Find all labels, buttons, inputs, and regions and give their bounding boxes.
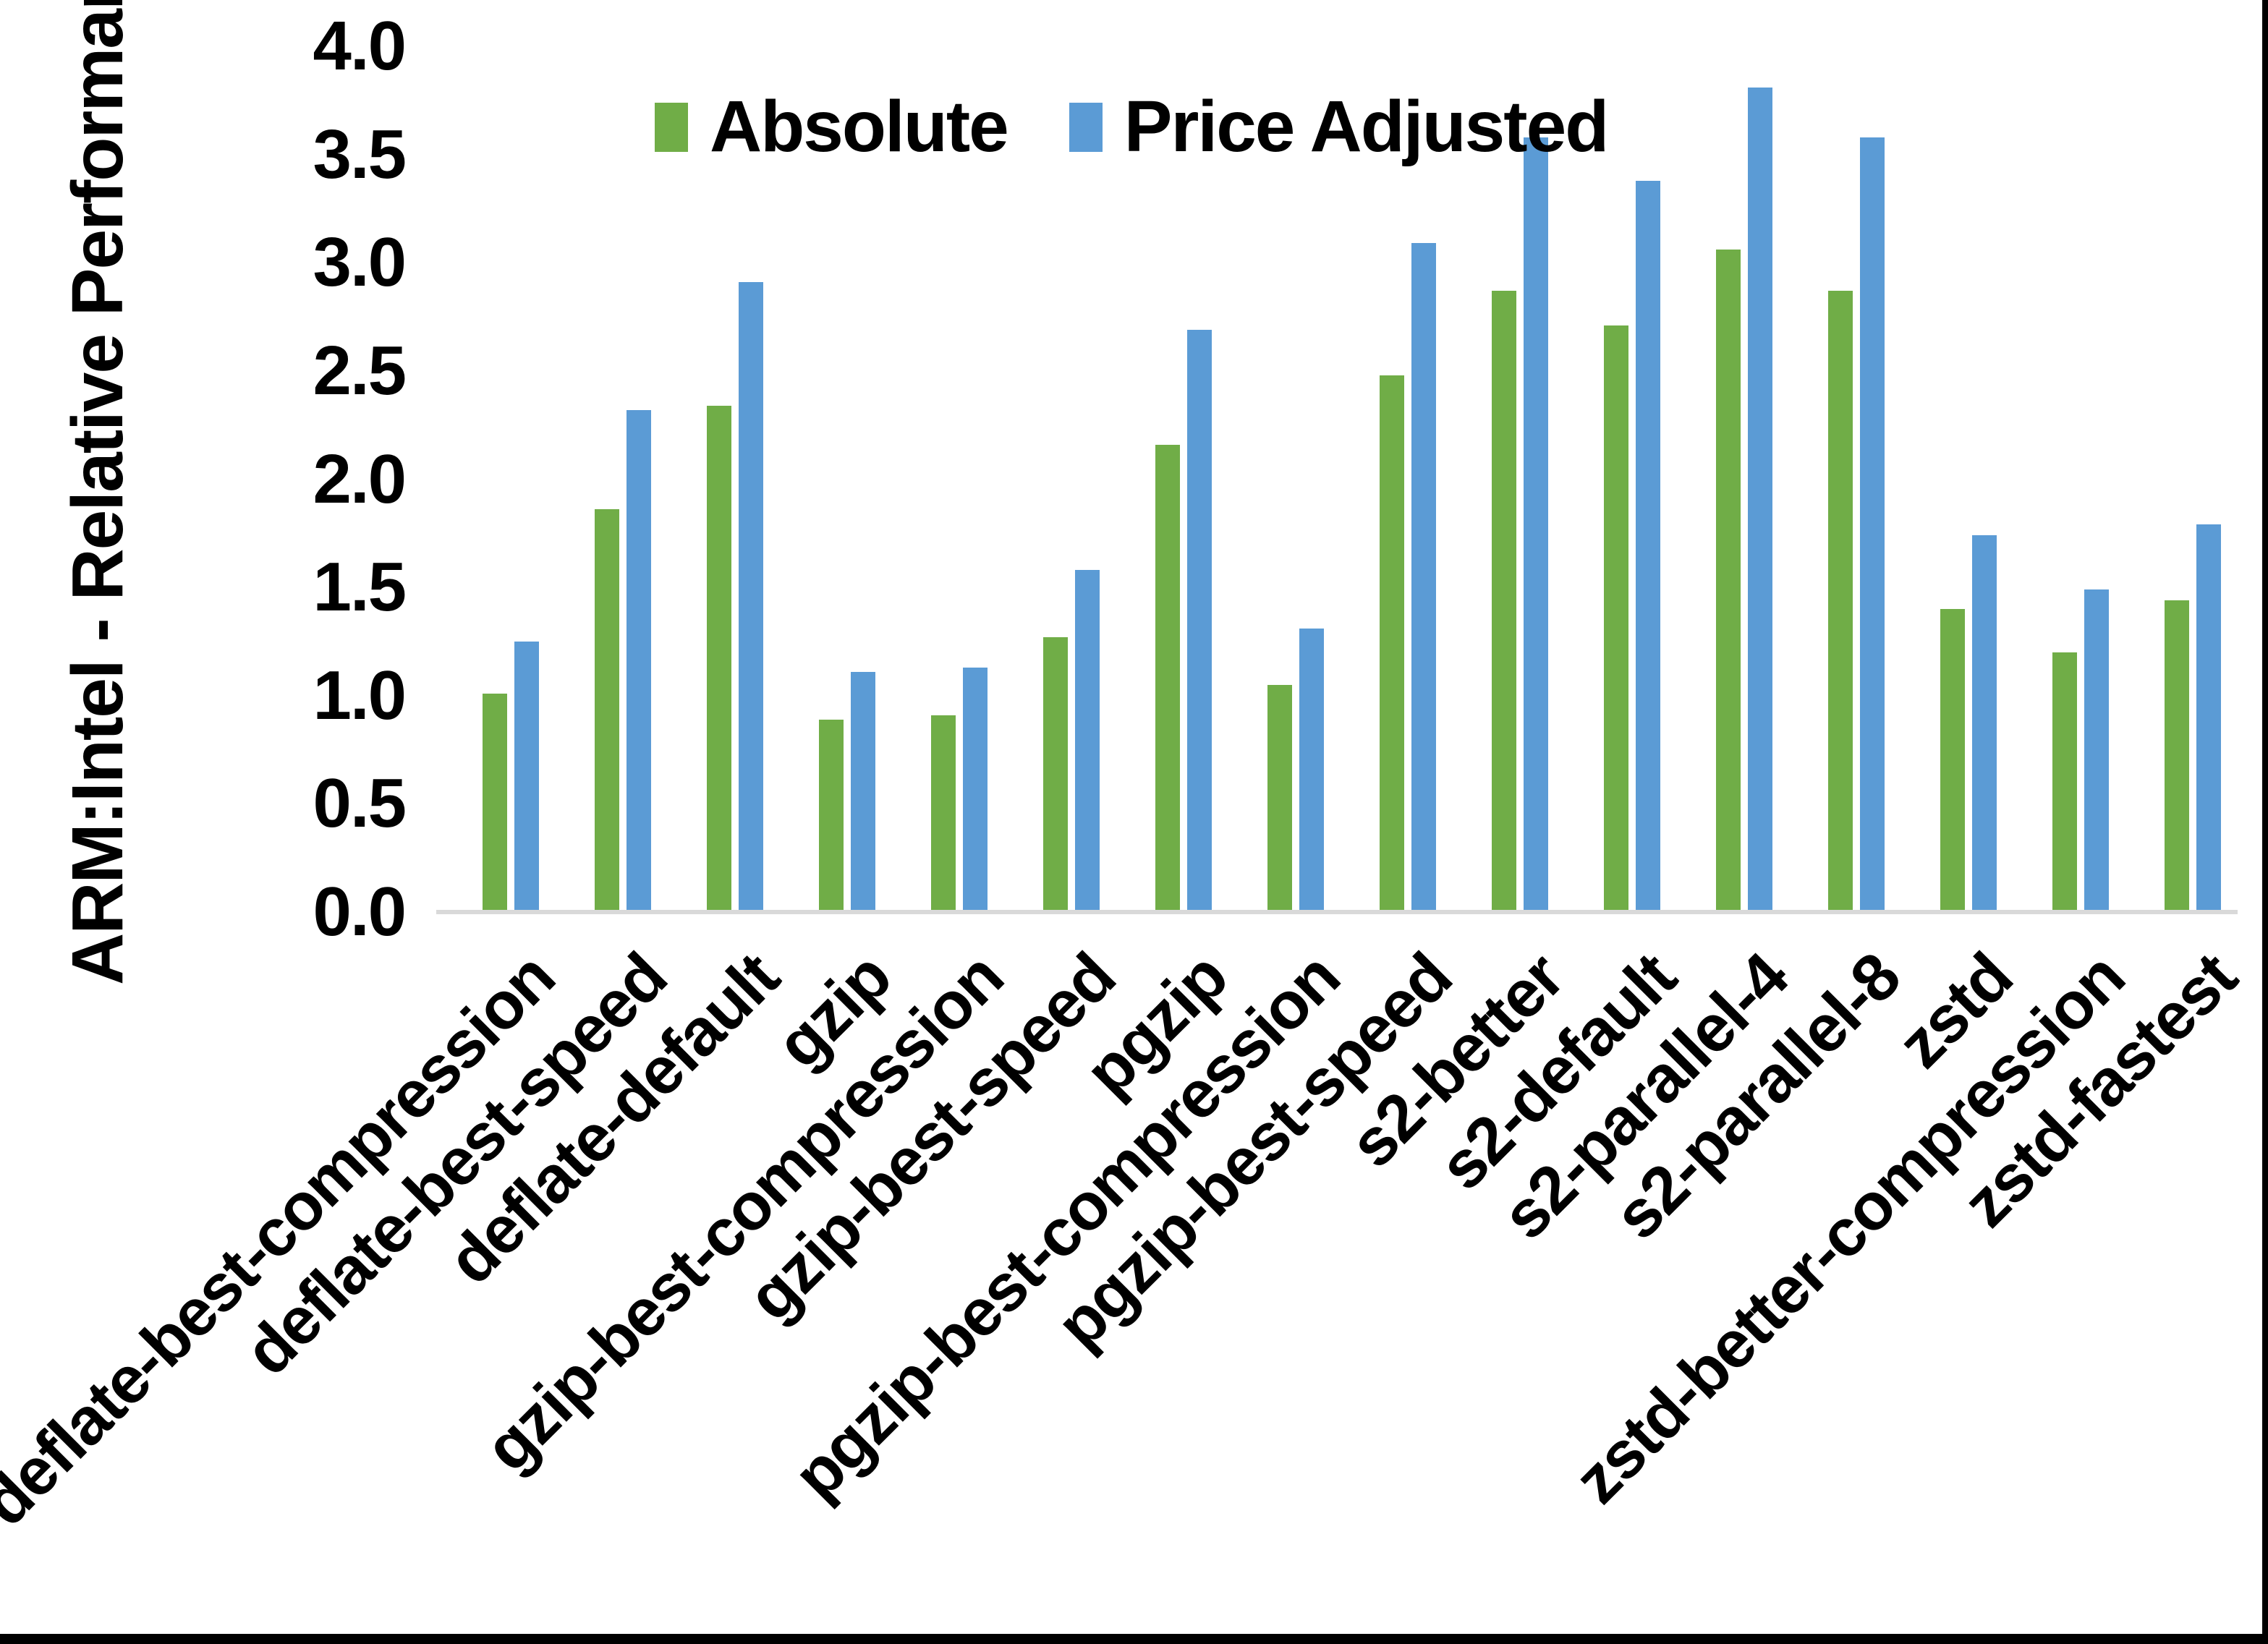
y-tick-label-3.0: 3.0	[313, 223, 407, 302]
bar-absolute-s2-parallel-8	[1828, 291, 1853, 910]
bar-absolute-deflate-best-speed	[595, 509, 619, 910]
y-tick-label-2.5: 2.5	[313, 331, 407, 409]
bar-absolute-s2-default	[1604, 325, 1628, 910]
y-tick-label-4.0: 4.0	[313, 7, 407, 85]
chart-legend: Absolute Price Adjusted	[655, 85, 1609, 169]
bar-price-adjusted-deflate-best-speed	[627, 410, 651, 910]
bar-price-adjusted-s2-parallel-8	[1860, 137, 1885, 910]
bar-price-adjusted-gzip-best-speed	[1075, 570, 1100, 910]
bar-price-adjusted-pgzip-best-speed	[1411, 243, 1436, 910]
bar-absolute-gzip-best-speed	[1043, 637, 1068, 910]
y-tick-label-2.0: 2.0	[313, 440, 407, 518]
bar-absolute-gzip-best-compression	[931, 715, 956, 910]
bar-price-adjusted-zstd-better-compression	[2084, 589, 2109, 910]
legend-item-absolute: Absolute	[655, 85, 1009, 169]
bar-price-adjusted-pgzip	[1187, 330, 1212, 910]
legend-label-price-adjusted: Price Adjusted	[1124, 86, 1609, 167]
bar-absolute-zstd	[1940, 609, 1965, 910]
legend-swatch-price-adjusted-icon	[1069, 102, 1103, 152]
bar-price-adjusted-zstd-fastest	[2196, 524, 2221, 910]
y-tick-label-3.5: 3.5	[313, 115, 407, 193]
y-tick-label-0.0: 0.0	[313, 873, 407, 950]
bar-absolute-deflate-best-compression	[483, 694, 507, 910]
bar-price-adjusted-pgzip-best-compression	[1299, 629, 1324, 910]
bar-price-adjusted-deflate-default	[739, 282, 763, 910]
bar-price-adjusted-zstd	[1972, 535, 1997, 910]
legend-label-absolute: Absolute	[710, 86, 1009, 167]
y-axis-title: ARM:Intel - Relative Performance	[57, 0, 138, 985]
bar-price-adjusted-gzip-best-compression	[963, 668, 988, 910]
legend-item-price-adjusted: Price Adjusted	[1069, 85, 1609, 169]
bar-absolute-zstd-fastest	[2165, 600, 2189, 910]
legend-swatch-absolute-icon	[655, 102, 688, 152]
bar-absolute-zstd-better-compression	[2052, 652, 2077, 910]
bar-absolute-pgzip-best-compression	[1267, 685, 1292, 910]
x-axis-line	[436, 910, 2238, 914]
bar-price-adjusted-gzip	[851, 672, 875, 910]
y-tick-label-0.5: 0.5	[313, 764, 407, 843]
bar-absolute-pgzip	[1155, 445, 1180, 910]
y-tick-label-1.5: 1.5	[313, 548, 407, 626]
bar-price-adjusted-s2-default	[1636, 181, 1660, 910]
bar-absolute-deflate-default	[707, 406, 731, 910]
y-tick-label-1.0: 1.0	[313, 656, 407, 734]
bottom-border	[0, 1634, 2268, 1644]
bar-price-adjusted-deflate-best-compression	[514, 642, 539, 910]
right-border	[2262, 0, 2268, 1644]
bar-absolute-s2-better	[1492, 291, 1516, 910]
bar-absolute-pgzip-best-speed	[1380, 375, 1404, 910]
bar-absolute-s2-parallel-4	[1716, 250, 1741, 910]
bar-price-adjusted-s2-better	[1524, 137, 1548, 910]
bar-price-adjusted-s2-parallel-4	[1748, 88, 1772, 910]
bar-absolute-gzip	[819, 720, 844, 910]
